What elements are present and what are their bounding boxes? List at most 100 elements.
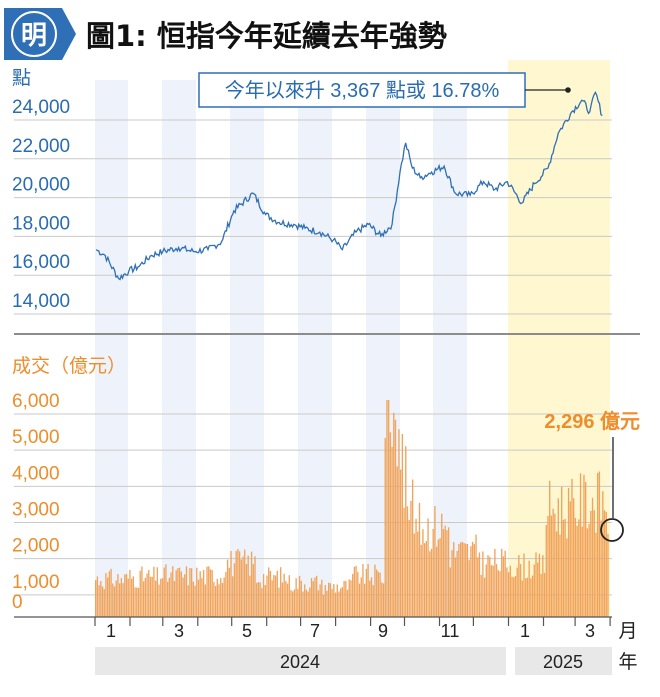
index-annotation-box <box>198 72 526 108</box>
x-month-label-11: 11 <box>441 621 460 641</box>
index-annotation-text: 今年以來升 3,367 點或 16.78% <box>225 79 500 102</box>
index-y-tick-label: 14,000 <box>12 291 70 312</box>
volume-y-tick-label: 2,000 <box>12 536 60 557</box>
volume-bar <box>477 557 479 617</box>
volume-bar <box>559 534 561 617</box>
volume-bar <box>202 570 205 617</box>
volume-bar <box>531 575 534 617</box>
volume-bar <box>170 572 172 617</box>
volume-bar <box>122 583 124 617</box>
volume-bar <box>137 587 140 617</box>
volume-bar <box>602 491 604 617</box>
logo-ring <box>11 11 57 57</box>
volume-bar <box>521 580 523 617</box>
volume-annotation-text: 2,296 億元 <box>544 409 640 433</box>
volume-bar <box>518 555 520 617</box>
volume-bar <box>557 498 559 617</box>
volume-bar <box>274 575 277 617</box>
volume-bar <box>562 520 565 617</box>
volume-bar <box>317 590 320 617</box>
volume-bar <box>316 575 318 617</box>
volume-bar <box>523 553 525 617</box>
volume-bar <box>321 579 323 617</box>
volume-bar <box>190 568 193 617</box>
volume-bar <box>459 542 462 617</box>
volume-bar <box>576 525 578 617</box>
volume-bar <box>442 529 445 617</box>
volume-bar <box>297 588 299 617</box>
volume-bar <box>101 586 104 617</box>
volume-bar <box>134 587 136 617</box>
volume-bar <box>103 589 105 617</box>
month-band-7 <box>298 80 332 617</box>
x-month-label-7: 7 <box>310 621 320 641</box>
volume-bar <box>160 578 162 617</box>
volume-bar <box>543 572 546 617</box>
volume-bar <box>331 589 333 617</box>
volume-bar <box>165 564 167 617</box>
volume-bar <box>441 513 443 617</box>
volume-bar <box>463 542 465 617</box>
volume-bar <box>129 569 131 617</box>
volume-bar <box>427 518 429 617</box>
volume-bar <box>446 530 448 617</box>
year-label-2025: 2025 <box>543 652 583 672</box>
volume-bar <box>367 563 369 617</box>
volume-bar <box>535 552 537 617</box>
volume-bar <box>220 578 222 617</box>
volume-bar <box>108 571 111 617</box>
volume-bar <box>230 550 232 617</box>
volume-bar <box>310 577 313 617</box>
volume-bar <box>298 575 301 617</box>
volume-bar <box>196 567 198 617</box>
volume-bar <box>96 576 99 617</box>
volume-bar <box>245 564 248 617</box>
volume-bar <box>413 533 416 617</box>
volume-bar <box>473 544 475 617</box>
volume-bar <box>148 570 150 617</box>
volume-bar <box>336 584 338 617</box>
volume-bar <box>590 510 592 617</box>
volume-bar <box>514 576 517 617</box>
volume-bar <box>125 573 128 617</box>
volume-bar <box>194 585 196 617</box>
volume-bar <box>583 474 585 617</box>
volume-bar <box>295 578 297 617</box>
volume-bar <box>410 501 412 617</box>
volume-bar <box>377 571 380 617</box>
volume-bar <box>468 560 470 617</box>
volume-bar <box>420 544 422 617</box>
volume-bar <box>95 580 97 617</box>
volume-bar <box>118 583 121 617</box>
volume-bar <box>458 543 460 617</box>
volume-bar <box>139 570 141 617</box>
volume-bar <box>206 566 208 617</box>
volume-bar <box>396 466 398 617</box>
volume-bar <box>163 567 165 617</box>
volume-bar <box>569 501 571 617</box>
volume-bar <box>567 487 570 617</box>
volume-y-tick-label: 0 <box>12 592 23 613</box>
volume-bar <box>350 580 352 617</box>
volume-bar <box>172 566 174 617</box>
volume-bar <box>406 506 409 617</box>
volume-bar <box>603 510 606 617</box>
volume-bar <box>182 577 184 617</box>
index-y-tick-label: 20,000 <box>12 175 70 196</box>
volume-bar <box>444 525 446 617</box>
x-month-label-5: 5 <box>242 621 252 641</box>
volume-bar <box>257 581 260 617</box>
volume-bar <box>177 567 179 617</box>
volume-bar <box>278 587 280 617</box>
volume-bar <box>382 583 385 617</box>
volume-bar <box>271 580 273 617</box>
year-band-2025 <box>515 647 612 675</box>
volume-bar <box>269 571 272 617</box>
volume-bar <box>411 479 414 617</box>
volume-bar <box>197 579 200 617</box>
volume-bar <box>598 471 601 617</box>
volume-y-label: 成交（億元） <box>12 355 126 377</box>
x-axis: 1 3 5 7 9 11 1 3 月 2024 2025 年 <box>14 616 638 675</box>
volume-bar <box>585 482 587 617</box>
volume-bar <box>264 585 266 617</box>
